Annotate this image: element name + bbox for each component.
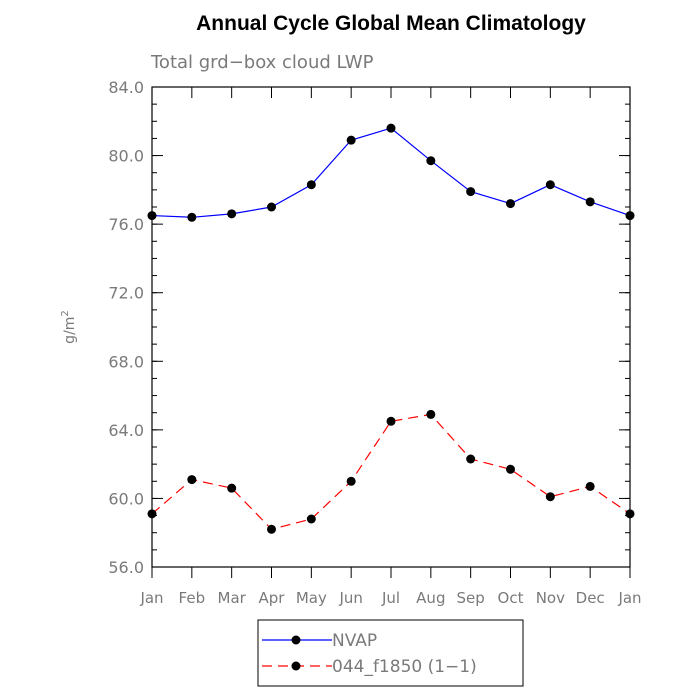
y-tick-label: 76.0 [108,215,144,234]
y-axis-label-superscript: 2 [60,310,71,316]
x-tick-label: Jan [139,589,163,607]
data-point [625,211,635,221]
data-point [585,481,595,491]
data-point [306,514,316,524]
y-axis-label-base: g/m [62,317,78,344]
y-tick-label: 64.0 [108,421,144,440]
x-tick-label: Dec [576,589,605,607]
data-point [267,524,276,534]
legend: NVAP 044_f1850 (1−1) [257,619,524,687]
chart-subtitle: Total grd−box cloud LWP [150,52,374,73]
data-point [267,202,276,212]
y-tick-label: 60.0 [108,489,144,508]
x-tick-label: Jan [617,589,641,607]
data-point [386,123,396,133]
legend-label-nvap: NVAP [332,631,377,651]
data-point [187,475,197,485]
data-point [625,509,635,519]
plot-series [147,123,635,534]
data-point [426,156,436,166]
x-tick-label: Mar [218,589,247,607]
series-1 [147,409,635,534]
data-point [545,492,555,502]
data-point [506,199,515,209]
data-point [227,483,237,493]
y-tick-label: 84.0 [108,78,144,97]
data-point [466,187,476,197]
data-point [306,180,316,190]
data-point [227,209,237,219]
y-tick-label: 68.0 [108,352,144,371]
series-0 [147,123,635,222]
y-tick-label: 56.0 [108,558,144,577]
x-tick-label: May [296,589,327,607]
x-tick-label: Jul [381,589,400,607]
data-point [466,454,476,464]
x-tick-label: Sep [457,589,485,607]
y-tick-label: 80.0 [108,147,144,166]
x-tick-label: Oct [498,589,524,607]
legend-label-model: 044_f1850 (1−1) [332,657,477,677]
x-tick-label: Jun [338,589,362,607]
axes: 56.0 60.0 64.0 68.0 72.0 76.0 80.0 84.0 Jan Feb Ma… [108,78,641,607]
data-point [187,212,197,222]
data-point [147,509,157,519]
data-point [585,197,595,207]
y-tick-label: 72.0 [108,284,144,303]
chart-title: Annual Cycle Global Mean Climatology [196,12,586,35]
series-line [151,127,631,218]
data-point [426,409,436,419]
data-point [346,135,356,145]
data-point [386,416,396,426]
x-tick-label: Feb [179,589,206,607]
series-line [151,413,631,530]
data-point [147,211,157,221]
x-tick-label: Aug [416,589,445,607]
legend-marker-nvap [291,635,301,645]
data-point [346,476,356,486]
legend-box [257,619,524,687]
data-point [545,180,555,190]
data-point [506,464,515,474]
y-axis-label: g/m2 [60,310,78,344]
x-tick-label: Nov [536,589,565,607]
x-tick-label: Apr [259,589,286,607]
legend-marker-model [291,661,301,671]
